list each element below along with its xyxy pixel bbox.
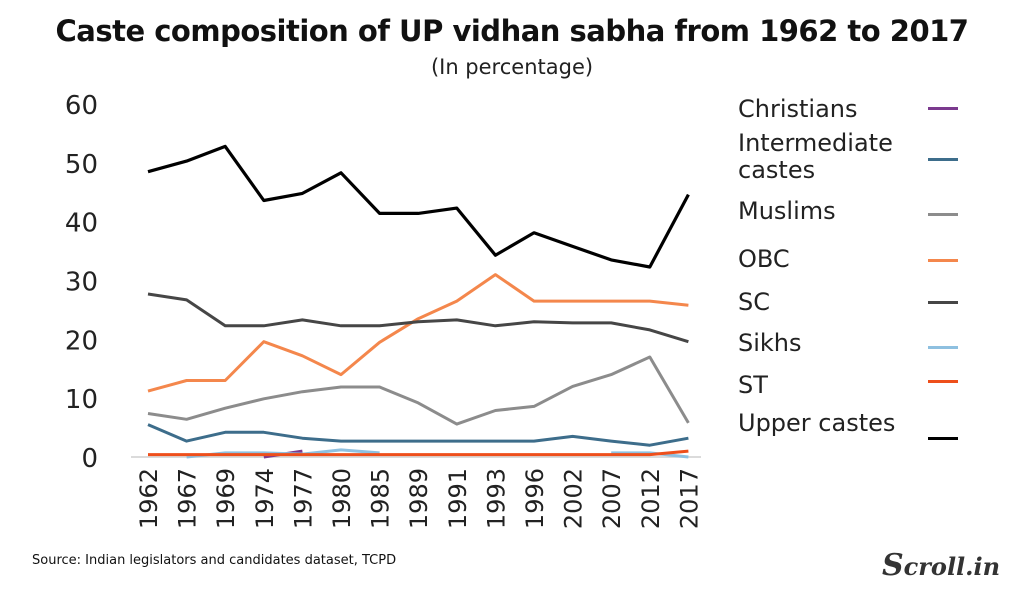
series-lines: [147, 144, 690, 459]
x-tick-label: 2007: [598, 468, 626, 529]
y-axis-tick-labels: 0 10 20 30 40 50 60: [65, 91, 98, 474]
legend-label: Muslims: [738, 197, 836, 225]
series-line-st: [148, 449, 689, 457]
y-tick-label: 40: [65, 209, 98, 239]
legend-swatch: [928, 107, 958, 110]
x-tick-label: 1977: [289, 468, 317, 529]
y-tick-label: 60: [65, 91, 98, 121]
x-tick-label: 2012: [637, 468, 665, 529]
series-line-intermediate-castes: [147, 423, 689, 447]
legend-label: SC: [738, 288, 770, 316]
series-line-muslims: [147, 355, 690, 426]
x-tick-label: 1989: [405, 468, 433, 529]
legend-label: Christians: [738, 95, 858, 123]
legend-label: Sikhs: [738, 329, 802, 357]
brand-logo: Scroll.in: [882, 548, 1001, 583]
x-tick-label: 1967: [174, 468, 202, 529]
legend-swatch: [928, 380, 958, 383]
legend-label: ST: [738, 371, 768, 399]
legend-swatch: [928, 259, 958, 262]
chart-title: Caste composition of UP vidhan sabha fro…: [55, 14, 969, 48]
x-tick-label: 1996: [521, 468, 549, 529]
legend-swatch: [928, 213, 958, 216]
y-tick-label: 10: [65, 385, 98, 415]
x-tick-label: 1991: [444, 468, 472, 529]
series-line-sc: [147, 292, 689, 344]
x-tick-label: 1985: [367, 468, 395, 529]
legend-swatch: [928, 346, 958, 349]
y-tick-label: 0: [81, 444, 98, 474]
legend-swatch: [928, 158, 958, 161]
y-tick-label: 50: [65, 150, 98, 180]
series-line-sikhs: [611, 451, 689, 459]
series-line-upper-castes: [147, 144, 690, 269]
x-tick-label: 1980: [328, 468, 356, 529]
legend-label: OBC: [738, 245, 790, 273]
x-tick-label: 1969: [212, 468, 240, 529]
x-axis-tick-labels: 1962 1967 1969 1974 1977 1980 1985 1989 1991 1993…: [135, 468, 703, 529]
source-note: Source: Indian legislators and candidate…: [32, 553, 397, 568]
y-tick-label: 30: [65, 268, 98, 298]
x-tick-label: 2002: [560, 468, 588, 529]
legend-label: Upper castes: [738, 409, 896, 437]
y-tick-label: 20: [65, 326, 98, 356]
legend-swatch: [928, 301, 958, 304]
x-tick-label: 1962: [135, 468, 163, 529]
series-line-obc: [147, 273, 689, 393]
x-tick-label: 2017: [675, 468, 703, 529]
x-tick-label: 1974: [251, 468, 279, 529]
legend-label: Intermediate castes: [738, 129, 893, 184]
x-tick-label: 1993: [482, 468, 510, 529]
legend-swatch: [928, 437, 958, 440]
chart-subtitle: (In percentage): [430, 55, 594, 79]
